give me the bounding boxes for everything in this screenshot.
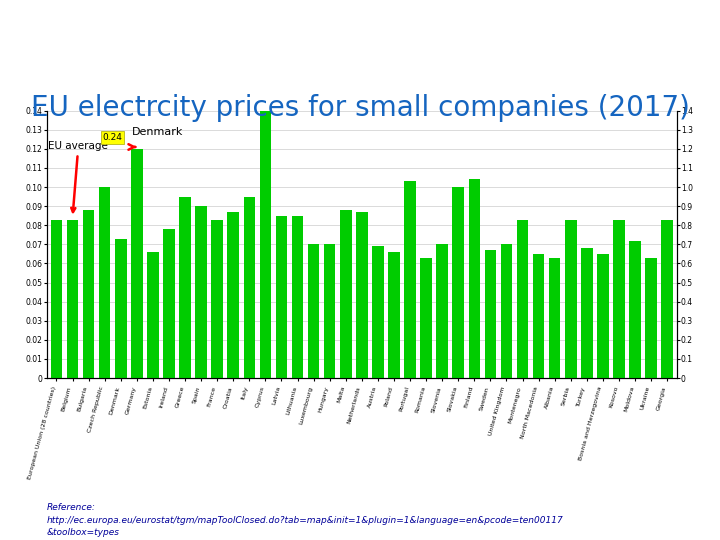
Bar	[565, 220, 577, 378]
Text: Reference:
http://ec.europa.eu/eurostat/tgm/mapToolClosed.do?tab=map&init=1&plug: Reference: http://ec.europa.eu/eurostat/…	[47, 503, 564, 537]
Bar	[420, 258, 432, 378]
Bar	[195, 206, 207, 378]
Bar	[662, 220, 673, 378]
Bar	[581, 248, 593, 378]
Text: EU average: EU average	[48, 141, 108, 212]
Bar	[372, 246, 384, 378]
Bar	[163, 229, 175, 378]
Text: Denmark: Denmark	[132, 127, 184, 137]
Bar	[83, 210, 94, 378]
Bar	[533, 254, 544, 378]
Bar	[629, 240, 641, 378]
Bar	[276, 215, 287, 378]
Bar	[147, 252, 158, 378]
Bar	[500, 244, 512, 378]
Bar	[307, 244, 320, 378]
Bar	[292, 215, 303, 378]
Bar	[228, 212, 239, 378]
Bar	[212, 220, 223, 378]
Bar	[179, 197, 191, 378]
Bar	[645, 258, 657, 378]
Bar	[388, 252, 400, 378]
Bar	[324, 244, 336, 378]
Text: EU electrcity prices for small companies (2017): EU electrcity prices for small companies…	[30, 94, 690, 123]
Bar	[549, 258, 560, 378]
Bar	[485, 250, 496, 378]
Bar	[115, 239, 127, 378]
Bar	[340, 210, 351, 378]
Bar	[356, 212, 368, 378]
Text: Aalborg University: Aalborg University	[318, 52, 402, 62]
Bar	[517, 220, 528, 378]
Bar	[67, 220, 78, 378]
Bar	[243, 197, 255, 378]
Bar	[99, 187, 110, 378]
Bar	[404, 181, 416, 378]
Bar	[597, 254, 608, 378]
Bar	[469, 179, 480, 378]
Bar	[131, 149, 143, 378]
Bar	[436, 244, 448, 378]
Bar	[452, 187, 464, 378]
Text: 0.24: 0.24	[103, 133, 122, 142]
Bar	[613, 220, 625, 378]
Bar	[260, 111, 271, 378]
Text: Sustainable Energy Planning: Sustainable Energy Planning	[228, 19, 492, 37]
Bar	[50, 220, 62, 378]
